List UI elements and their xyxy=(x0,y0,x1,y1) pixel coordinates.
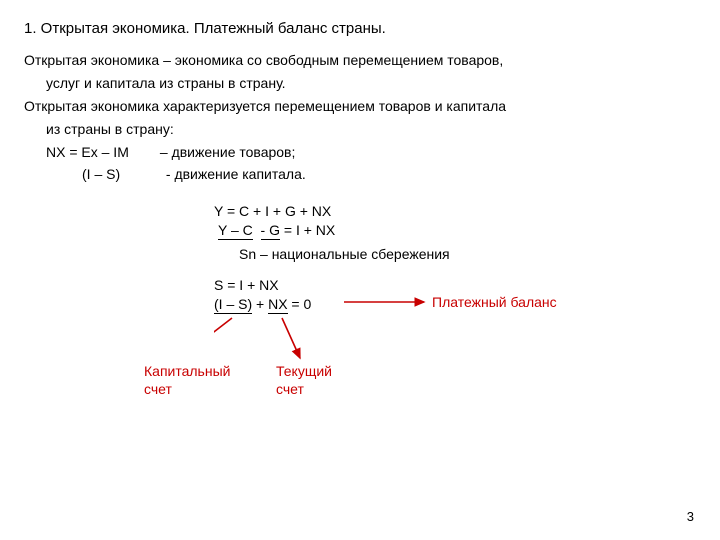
capital-account-line2: счет xyxy=(144,380,230,398)
nx-lhs: NX = Ex – IM xyxy=(46,143,156,162)
eq2-underline1: Y – C xyxy=(218,222,253,240)
savings-eq: S = I + NX xyxy=(214,276,696,295)
capital-account-line1: Капитальный xyxy=(144,362,230,380)
balance-label: Платежный баланс xyxy=(432,294,557,310)
nx-equation-row: NX = Ex – IM – движение товаров; xyxy=(24,143,696,162)
eq2-rest: = I + NX xyxy=(280,222,335,238)
arrow-to-capital xyxy=(214,318,232,358)
is-lhs: (I – S) xyxy=(46,165,156,184)
eq4-zero: = 0 xyxy=(288,296,312,312)
arrow-to-current xyxy=(282,318,300,358)
is-equation-row: (I – S) - движение капитала. xyxy=(24,165,696,184)
identity-eq1: Y = C + I + G + NX xyxy=(214,202,696,221)
identity-eq2: Y – C - G = I + NX xyxy=(214,221,696,240)
current-account-label: Текущий счет xyxy=(276,362,332,398)
capital-account-label: Капитальный счет xyxy=(144,362,230,398)
characteristic-line1: Открытая экономика характеризуется перем… xyxy=(24,97,696,116)
is-rhs: - движение капитала. xyxy=(160,166,306,182)
nx-rhs: – движение товаров; xyxy=(160,144,296,160)
sn-definition: Sn – национальные сбережения xyxy=(239,246,696,262)
eq4-nx: NX xyxy=(268,296,287,314)
definition-line1: Открытая экономика – экономика со свобод… xyxy=(24,51,696,70)
definition-line2: услуг и капитала из страны в страну. xyxy=(24,74,696,93)
page-number: 3 xyxy=(687,509,694,524)
slide-title: 1. Открытая экономика. Платежный баланс … xyxy=(24,20,696,37)
characteristic-line2: из страны в страну: xyxy=(24,120,696,139)
current-account-line2: счет xyxy=(276,380,332,398)
eq4-plus: + xyxy=(252,296,268,312)
eq4-is: (I – S) xyxy=(214,296,252,314)
eq2-underline2: - G xyxy=(261,222,280,240)
current-account-line1: Текущий xyxy=(276,362,332,380)
